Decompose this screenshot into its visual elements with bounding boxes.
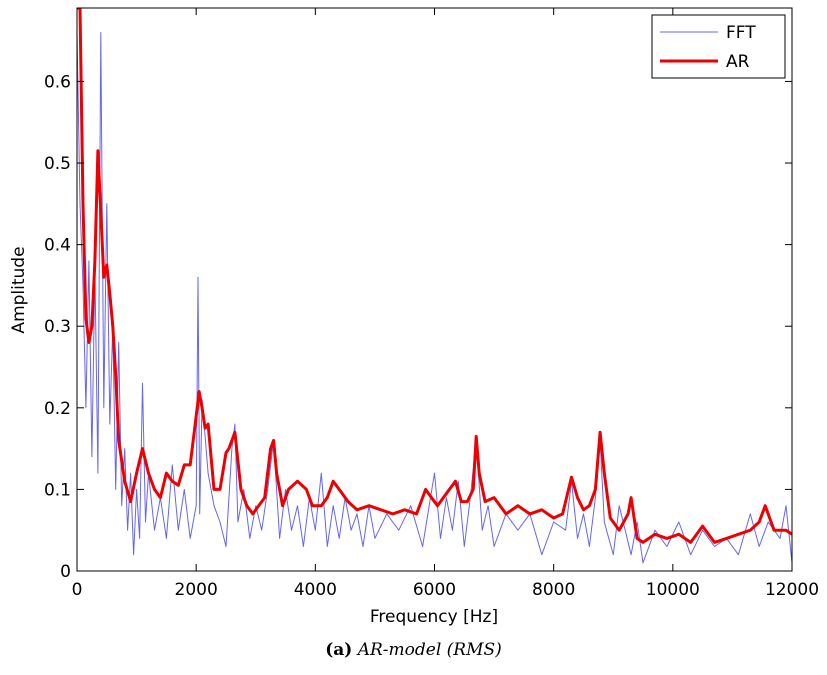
x-tick-label: 10000 [646, 580, 700, 600]
caption-text: AR-model (RMS) [357, 640, 502, 660]
y-axis-label: Amplitude [9, 246, 29, 333]
figure-caption: (a) AR-model (RMS) [0, 640, 827, 660]
plot-background [77, 8, 792, 571]
y-tick-label: 0.2 [44, 399, 71, 419]
legend-fft-label: FFT [726, 23, 756, 43]
x-tick-label: 8000 [532, 580, 575, 600]
y-tick-label: 0.6 [44, 72, 71, 92]
caption-prefix: (a) [325, 640, 353, 660]
amplitude-spectrum-chart: 0 2000 4000 6000 8000 10000 12000 0 0.1 0.2 0.3 0.4… [9, 7, 819, 627]
series-line-fft [77, 32, 792, 564]
y-tick-label: 0 [60, 562, 71, 582]
y-tick-label: 0.3 [44, 317, 71, 337]
x-tick-label: 4000 [294, 580, 337, 600]
x-tick-label: 6000 [413, 580, 456, 600]
x-tick-label: 2000 [175, 580, 218, 600]
legend-box [651, 14, 786, 79]
y-tick-label: 0.4 [44, 236, 71, 256]
series-line-ar [77, 8, 792, 544]
series-layer [77, 8, 792, 564]
x-tick-label: 12000 [765, 580, 819, 600]
y-tick-label: 0.1 [44, 480, 71, 500]
legend: FFT AR [651, 14, 786, 79]
legend-ar-label: AR [726, 52, 750, 72]
x-axis-label: Frequency [Hz] [370, 607, 498, 627]
x-tick-label: 0 [72, 580, 83, 600]
ticks-layer: 0 2000 4000 6000 8000 10000 12000 0 0.1 0.2 0.3 0.4… [44, 8, 819, 600]
y-tick-label: 0.5 [44, 154, 71, 174]
